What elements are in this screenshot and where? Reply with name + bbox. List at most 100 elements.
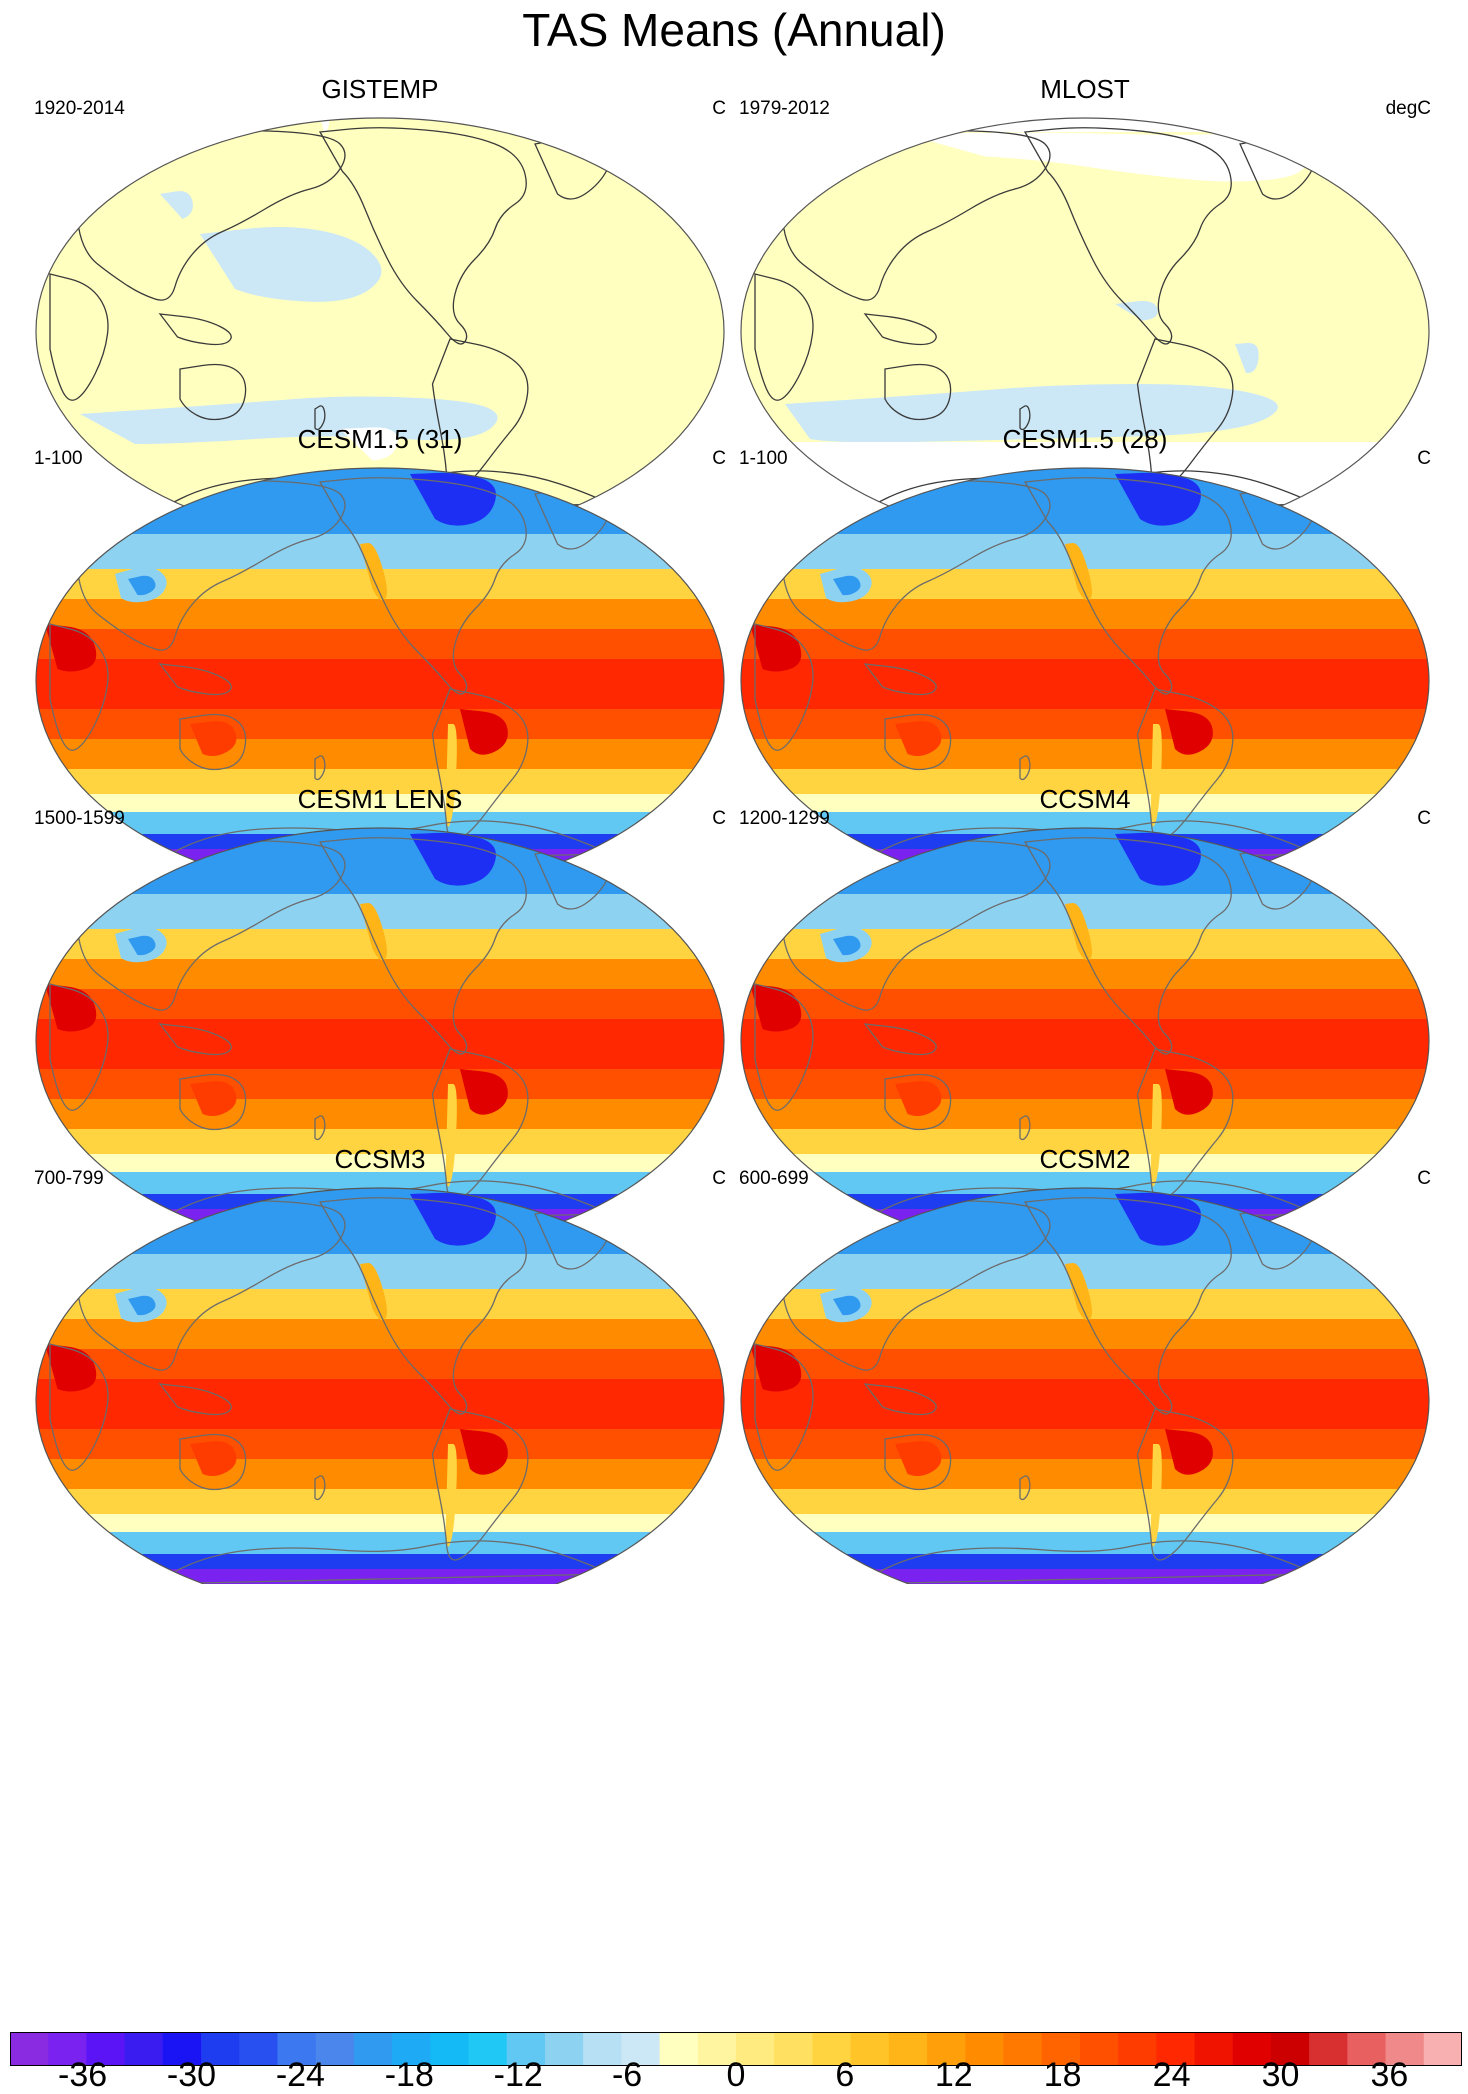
colorbar-tick-label: 0: [726, 2056, 746, 2094]
colorbar-swatch: [1118, 2032, 1157, 2066]
coastline-australia: [179, 363, 247, 421]
colorbar-swatch: [86, 2032, 126, 2066]
map-field: [36, 468, 724, 864]
colorbar-swatch: [888, 2032, 928, 2066]
colorbar-tick-label: 24: [1152, 2056, 1191, 2094]
coastline-northAmerica: [318, 127, 527, 345]
map-panel: CCSM3 700-799 C: [30, 1144, 730, 1584]
coastline-newzealand: [1019, 405, 1031, 431]
colorbar-swatch: [430, 2032, 470, 2066]
map-field: [741, 1188, 1429, 1584]
colorbar-swatch: [506, 2032, 546, 2066]
panel-period: 1200-1299: [739, 808, 830, 829]
colorbar-tick-label: -36: [58, 2056, 108, 2094]
colorbar-swatch: [812, 2032, 852, 2066]
map-plot: [35, 467, 725, 864]
panel-title: CESM1.5 (28): [1002, 424, 1168, 454]
coastline-indonesia: [863, 1023, 937, 1056]
map-plot: [740, 827, 1430, 1224]
coastline-africa: [49, 273, 109, 401]
coastline-southAmerica: [1136, 1048, 1234, 1201]
colorbar-swatch: [697, 2032, 737, 2066]
map-panel: CCSM4 1200-1299 C: [735, 784, 1435, 1224]
coastline-newzealand: [314, 1115, 326, 1141]
coastline-southAmerica: [431, 1408, 529, 1561]
coastline-antarctica: [149, 1540, 611, 1584]
coastline-australia: [179, 1073, 247, 1131]
coastline-indonesia: [158, 1023, 232, 1056]
colorbar-tick-label: -6: [611, 2056, 643, 2094]
map-border: [35, 1187, 725, 1584]
colorbar-swatch: [124, 2032, 164, 2066]
coastline-indonesia: [863, 663, 937, 696]
coastline-newzealand: [314, 755, 326, 781]
coastline-southAmerica: [431, 338, 529, 491]
colorbar-swatch: [965, 2032, 1004, 2066]
colorbar-swatch: [774, 2032, 813, 2066]
colorbar-swatch: [659, 2032, 699, 2066]
panel-unit: C: [1417, 1168, 1431, 1189]
panel-period: 600-699: [739, 1168, 809, 1189]
map-panel: CESM1.5 (31) 1-100 C: [30, 424, 730, 864]
map-field: [36, 1188, 724, 1584]
map-border: [35, 117, 725, 514]
panel-title: MLOST: [1040, 74, 1130, 104]
colorbar-swatch: [468, 2032, 508, 2066]
panel-unit: C: [1417, 808, 1431, 829]
panel-title: CESM1.5 (31): [297, 424, 463, 454]
panel-unit: C: [712, 448, 726, 469]
map-plot: [35, 1187, 725, 1584]
panel-period: 1500-1599: [34, 808, 125, 829]
panel-title: CCSM3: [334, 1144, 426, 1174]
coastline-northAmerica: [318, 477, 527, 695]
colorbar-swatch: [201, 2032, 240, 2066]
panel-unit: C: [1417, 448, 1431, 469]
map-border: [740, 1187, 1430, 1584]
coastlines: [49, 1197, 611, 1584]
colorbar-swatch: [1423, 2032, 1462, 2066]
map-plot: [740, 117, 1430, 514]
colorbar-swatch: [315, 2032, 355, 2066]
coastline-australia: [884, 1073, 952, 1131]
map-border: [740, 827, 1430, 1224]
panel-period: 700-799: [34, 1168, 104, 1189]
map-plot: [740, 1187, 1430, 1584]
coastline-australia: [179, 713, 247, 771]
colorbar-swatch: [277, 2032, 317, 2066]
colorbar-swatch: [850, 2032, 890, 2066]
panel-title: GISTEMP: [321, 74, 439, 104]
colorbar: [10, 2032, 1462, 2066]
colorbar-tick-label: -12: [493, 2056, 543, 2094]
colorbar-tick-label: 30: [1261, 2056, 1300, 2094]
panel-unit: degC: [1385, 98, 1431, 119]
colorbar-tick-labels: -36 -30 -24 -18 -12 -6 0 6 12 18 24 30 36: [0, 2058, 1468, 2092]
coastline-southAmerica: [1136, 1408, 1234, 1561]
colorbar-swatch: [353, 2032, 393, 2066]
coastline-southAmerica: [1136, 338, 1234, 491]
coastline-africa: [49, 1343, 109, 1471]
coastline-africa: [754, 623, 814, 751]
panel-title: CCSM4: [1039, 784, 1131, 814]
coastline-australia: [884, 363, 952, 421]
map-plot: [740, 467, 1430, 864]
colorbar-swatch: [1347, 2032, 1387, 2066]
map-plot: [35, 117, 725, 514]
map-border: [35, 467, 725, 864]
colorbar-swatch: [1309, 2032, 1348, 2066]
colorbar-swatch: [736, 2032, 775, 2066]
coastline-africa: [754, 983, 814, 1111]
map-panel: MLOST 1979-2012 degC: [735, 74, 1435, 514]
coastline-northAmerica: [1023, 127, 1232, 345]
map-panel: CESM1.5 (28) 1-100 C: [735, 424, 1435, 864]
coastline-africa: [754, 273, 814, 401]
colorbar-swatch: [10, 2032, 49, 2066]
coastline-northAmerica: [318, 1197, 527, 1415]
colorbar-swatch: [48, 2032, 87, 2066]
coastline-northAmerica: [1023, 1197, 1232, 1415]
panel-unit: C: [712, 98, 726, 119]
panel-title: CCSM2: [1039, 1144, 1131, 1174]
colorbar-tick-label: -30: [166, 2056, 217, 2094]
coastline-africa: [49, 623, 109, 751]
colorbar-tick-label: 18: [1043, 2056, 1082, 2094]
coastline-antarctica: [854, 1540, 1316, 1584]
